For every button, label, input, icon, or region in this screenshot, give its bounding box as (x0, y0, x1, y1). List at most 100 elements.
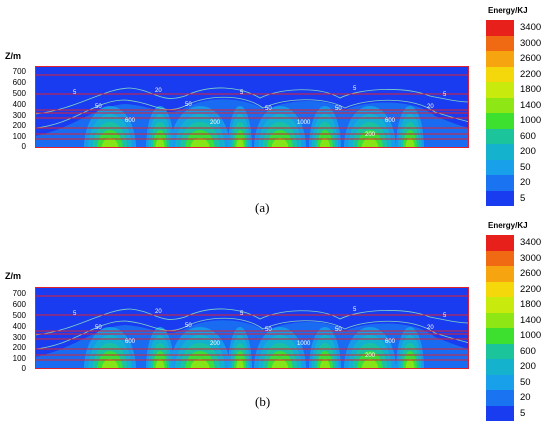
legend-level-label: 50 (520, 376, 531, 388)
plot-frame (35, 66, 469, 148)
panel-b: Z/m 700 600 500 400 300 200 100 0 5 20 5 5 5… (0, 218, 550, 433)
contour-value-label: 50 (185, 323, 192, 329)
legend-title: Energy/KJ (488, 6, 528, 15)
plot-frame (35, 287, 469, 369)
panel-a: Z/m 700 600 500 400 300 200 100 0 5 20 5 5 5… (0, 0, 550, 216)
energy-lobe (361, 137, 379, 148)
energy-lobe (190, 358, 210, 369)
contour-plot: 5 20 5 5 5 50 50 50 50 20 600 200 1000 600 200 (35, 66, 469, 148)
legend-level-label: 3000 (520, 252, 542, 264)
legend-swatch (486, 343, 514, 359)
legend-swatch (486, 35, 514, 51)
contour-plot: 5 20 5 5 5 50 50 50 50 20 600 200 1000 600 200 (35, 287, 469, 369)
energy-lobe (405, 137, 415, 148)
legend-level-label: 1800 (520, 299, 542, 310)
energy-lobe (155, 358, 165, 369)
energy-lobe (101, 358, 119, 369)
contour-value-label: 200 (210, 341, 221, 347)
legend-swatch (486, 82, 514, 98)
energy-lobe (190, 137, 210, 148)
y-tick-label: 400 (12, 100, 26, 109)
legend-level-label: 3400 (520, 22, 542, 33)
energy-lobe (236, 358, 244, 369)
legend-level-label: 1800 (520, 84, 542, 95)
panel-caption: (a) (255, 200, 270, 215)
y-tick-label: 600 (12, 300, 26, 309)
contour-value-label: 5 (353, 86, 357, 92)
y-tick-label: 200 (12, 343, 26, 352)
legend-level-label: 20 (520, 392, 531, 403)
y-tick-label: 200 (12, 121, 26, 130)
y-tick-label: 700 (12, 289, 26, 298)
contour-value-label: 1000 (297, 120, 311, 126)
y-tick-label: 100 (12, 132, 26, 141)
legend-swatch (486, 390, 514, 406)
y-tick-label: 700 (12, 67, 26, 76)
legend-level-label: 20 (520, 177, 531, 188)
legend-level-label: 1400 (520, 314, 542, 326)
legend-swatch (486, 312, 514, 328)
y-tick-label: 100 (12, 354, 26, 363)
energy-lobe (405, 358, 415, 369)
contour-value-label: 20 (155, 309, 162, 315)
contour-value-label: 5 (73, 311, 77, 317)
energy-lobe (101, 137, 119, 148)
contour-value-label: 50 (95, 325, 102, 331)
legend-swatch (486, 128, 514, 144)
contour-value-label: 5 (240, 311, 244, 317)
legend-swatch (486, 97, 514, 113)
contour-value-label: 600 (385, 339, 396, 345)
legend-swatch (486, 20, 514, 36)
energy-lobe (361, 358, 379, 369)
contour-value-label: 5 (353, 307, 357, 313)
color-legend: 3400 3000 2600 2200 1800 1400 1000 600 200 50 20 5 (486, 20, 550, 206)
panel-caption: (b) (255, 394, 271, 409)
energy-lobe (155, 137, 165, 148)
y-tick-label: 0 (21, 142, 26, 151)
y-axis-label: Z/m (5, 271, 22, 281)
energy-lobe (271, 137, 289, 148)
contour-value-label: 200 (210, 120, 221, 126)
y-axis-label: Z/m (5, 51, 22, 61)
legend-level-label: 2200 (520, 283, 542, 295)
contour-line (35, 96, 469, 129)
legend-level-label: 2600 (520, 268, 542, 279)
contour-value-label: 50 (265, 327, 272, 333)
contour-value-label: 5 (443, 313, 447, 319)
contour-value-label: 50 (265, 106, 272, 112)
legend-swatch (486, 266, 514, 282)
legend-level-label: 1000 (520, 115, 542, 126)
contour-value-label: 600 (125, 118, 136, 124)
legend-swatch (486, 359, 514, 375)
legend-level-label: 3400 (520, 237, 542, 248)
energy-lobe (319, 358, 331, 369)
y-tick-label: 600 (12, 78, 26, 87)
y-tick-label: 400 (12, 322, 26, 331)
legend-swatch (486, 281, 514, 297)
legend-level-label: 200 (520, 146, 536, 157)
legend-swatch (486, 297, 514, 313)
contour-value-label: 20 (155, 88, 162, 94)
legend-swatch (486, 144, 514, 160)
contour-value-label: 20 (427, 325, 434, 331)
legend-swatch (486, 175, 514, 191)
legend-level-label: 1000 (520, 330, 542, 341)
legend-level-label: 5 (520, 407, 526, 419)
contour-value-label: 600 (125, 339, 136, 345)
legend-swatch (486, 51, 514, 67)
contour-value-label: 5 (73, 90, 77, 96)
energy-lobe (271, 358, 289, 369)
legend-level-label: 3000 (520, 37, 542, 49)
legend-swatch (486, 328, 514, 344)
legend-swatch (486, 250, 514, 266)
legend-swatch (486, 66, 514, 82)
legend-level-label: 50 (520, 161, 531, 173)
legend-level-label: 200 (520, 361, 536, 372)
contour-value-label: 5 (443, 92, 447, 98)
contour-line (35, 317, 469, 350)
contour-value-label: 1000 (297, 341, 311, 347)
legend-level-label: 5 (520, 192, 526, 204)
legend-swatch (486, 113, 514, 129)
legend-swatch (486, 159, 514, 175)
legend-level-label: 1400 (520, 99, 542, 111)
